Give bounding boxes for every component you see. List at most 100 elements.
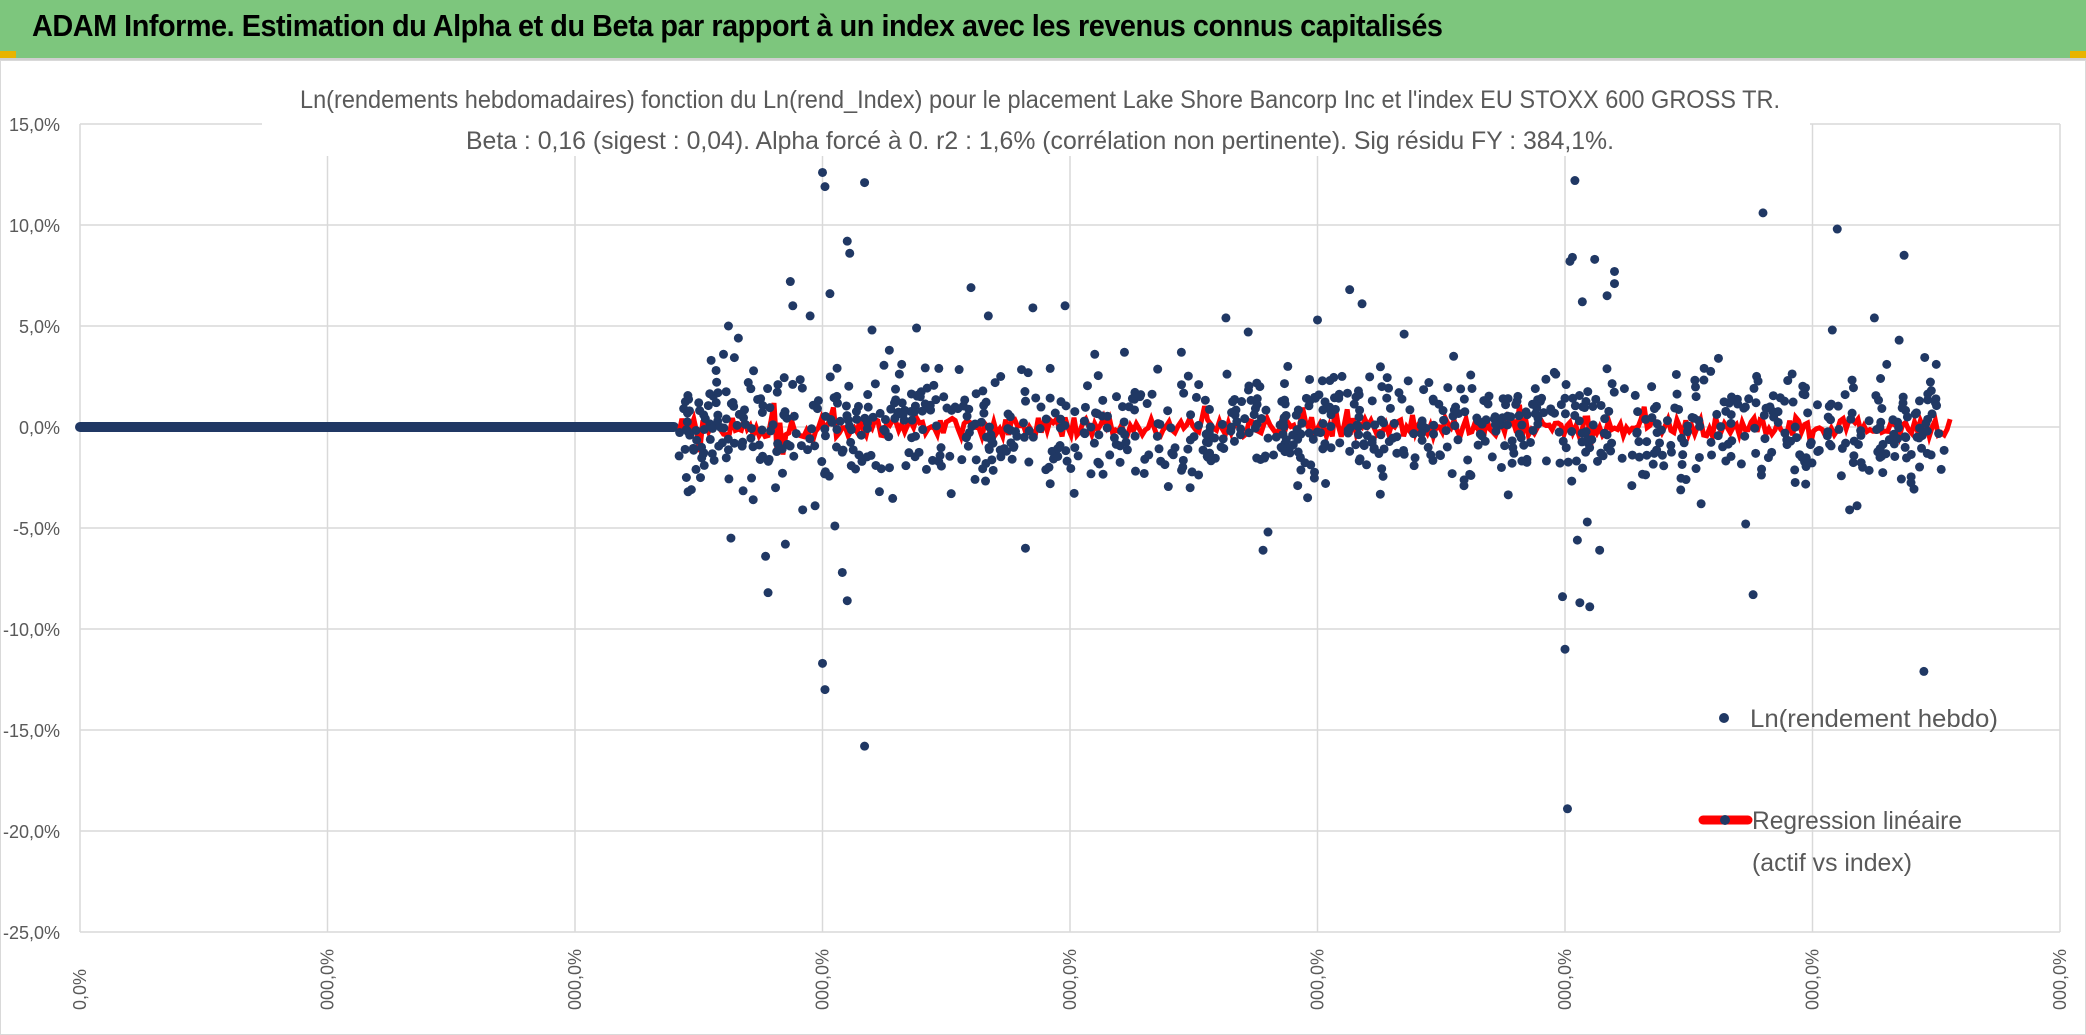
data-point <box>1086 469 1096 479</box>
data-point <box>1560 409 1570 419</box>
data-point <box>1060 301 1070 311</box>
data-point <box>1801 479 1811 489</box>
data-point <box>1092 409 1102 419</box>
data-point <box>1585 443 1595 453</box>
data-point <box>1790 422 1800 432</box>
data-point <box>1642 437 1652 447</box>
data-point <box>1153 364 1163 374</box>
data-point <box>1920 352 1930 362</box>
data-point <box>1388 433 1398 443</box>
data-point <box>1384 383 1394 393</box>
data-point <box>1178 455 1188 465</box>
data-point <box>851 464 861 474</box>
data-point <box>1357 299 1367 309</box>
data-point <box>860 741 870 751</box>
data-point <box>1521 407 1531 417</box>
x-tick-label: 000,0% <box>318 949 338 1010</box>
data-point <box>897 359 907 369</box>
data-point <box>758 401 768 411</box>
data-point <box>1152 431 1162 441</box>
data-point <box>810 441 820 451</box>
data-point <box>749 366 759 376</box>
data-point <box>1633 407 1643 417</box>
data-point <box>798 505 808 515</box>
data-point <box>684 394 694 404</box>
data-point <box>1320 439 1330 449</box>
data-point <box>845 248 855 258</box>
data-point <box>1465 469 1475 479</box>
data-point <box>1031 393 1041 403</box>
data-point <box>1648 459 1658 469</box>
data-point <box>1812 400 1822 410</box>
data-point <box>979 408 989 418</box>
data-point <box>1309 473 1319 483</box>
data-point <box>1537 393 1547 403</box>
data-point <box>1803 408 1813 418</box>
data-point <box>981 397 991 407</box>
data-point <box>1587 435 1597 445</box>
data-point <box>1428 455 1438 465</box>
data-point <box>1634 452 1644 462</box>
data-point <box>1500 441 1510 451</box>
data-point <box>1235 430 1245 440</box>
x-tick-label: 000,0% <box>1060 949 1080 1010</box>
data-point <box>820 431 830 441</box>
y-tick-label: 5,0% <box>19 317 60 337</box>
data-point <box>746 433 756 443</box>
data-point <box>1507 436 1517 446</box>
data-point <box>1577 437 1587 447</box>
data-point <box>785 441 795 451</box>
data-point <box>707 423 717 433</box>
x-tick-label: 000,0% <box>1803 949 1823 1010</box>
data-point <box>1447 469 1457 479</box>
data-point <box>1484 391 1494 401</box>
data-point <box>1558 592 1568 602</box>
data-point <box>1596 448 1606 458</box>
data-point <box>999 444 1009 454</box>
data-point <box>1546 404 1556 414</box>
data-point <box>844 421 854 431</box>
data-point <box>1055 441 1065 451</box>
data-point <box>772 387 782 397</box>
data-point <box>1825 439 1835 449</box>
data-point <box>1604 406 1614 416</box>
data-point <box>1326 421 1336 431</box>
data-point <box>1028 303 1038 313</box>
data-point <box>875 408 885 418</box>
data-point <box>1163 406 1173 416</box>
data-point <box>763 588 773 598</box>
data-point <box>1606 446 1616 456</box>
data-point <box>1028 432 1038 442</box>
data-point <box>1512 396 1522 406</box>
data-point <box>907 415 917 425</box>
data-point <box>1642 450 1652 460</box>
data-point <box>1641 414 1651 424</box>
data-point <box>1475 429 1485 439</box>
data-point <box>1082 381 1092 391</box>
data-point <box>1768 406 1778 416</box>
y-tick-label: -25,0% <box>3 923 60 943</box>
data-point <box>1570 176 1580 186</box>
data-point <box>1296 465 1306 475</box>
data-point <box>856 430 866 440</box>
data-point <box>1652 445 1662 455</box>
data-point <box>1345 446 1355 456</box>
data-point <box>1240 414 1250 424</box>
data-point <box>1681 475 1691 485</box>
data-point <box>1021 396 1031 406</box>
data-point <box>884 463 894 473</box>
data-point <box>1836 471 1846 481</box>
data-point <box>1201 429 1211 439</box>
data-point <box>1303 493 1313 503</box>
data-point <box>697 442 707 452</box>
data-point <box>1020 543 1030 553</box>
data-point <box>683 487 693 497</box>
data-point <box>1567 252 1577 262</box>
data-point <box>1359 439 1369 449</box>
data-point <box>1177 380 1187 390</box>
data-point <box>1244 381 1254 391</box>
data-point <box>681 473 691 482</box>
data-point <box>1392 448 1402 458</box>
data-point <box>1696 499 1706 509</box>
data-point <box>1250 404 1260 414</box>
